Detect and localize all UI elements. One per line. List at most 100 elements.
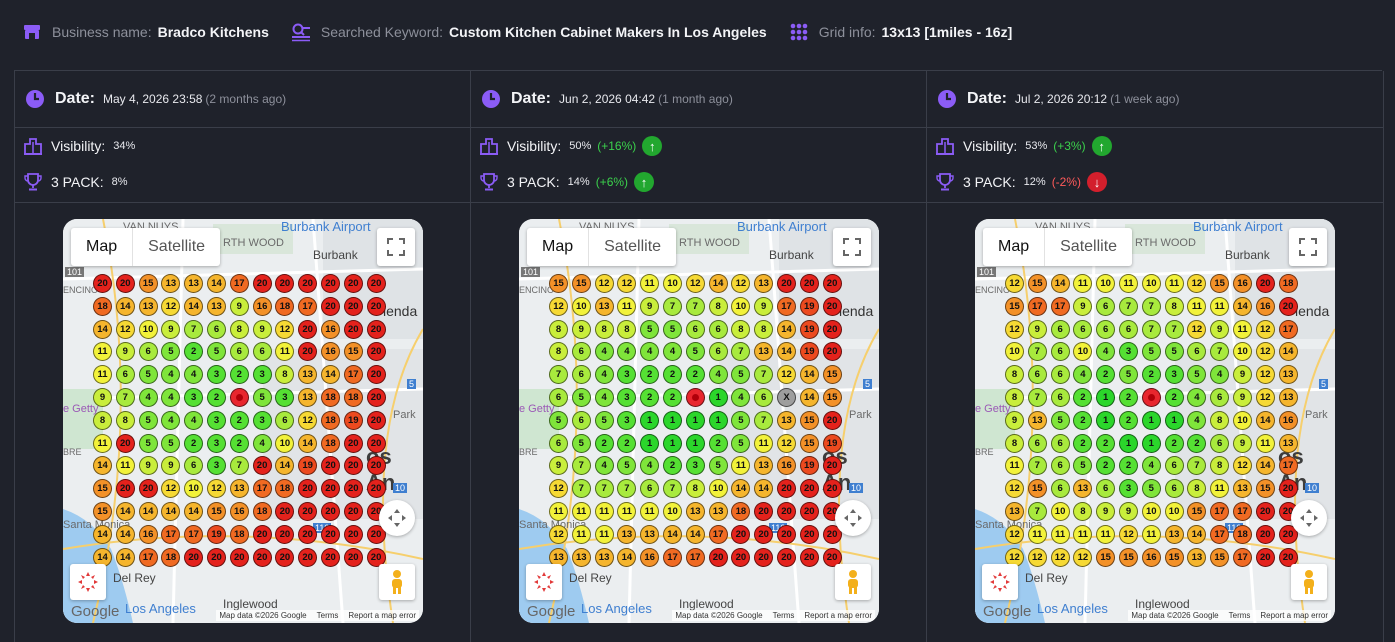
grid-rank-point[interactable]: 4: [617, 342, 637, 362]
grid-rank-point[interactable]: 17: [1278, 319, 1298, 339]
grid-rank-point[interactable]: 14: [138, 502, 158, 521]
grid-rank-point[interactable]: 17: [1278, 456, 1298, 476]
grid-rank-point[interactable]: 5: [1050, 410, 1070, 430]
grid-rank-point[interactable]: 7: [1119, 296, 1138, 316]
grid-rank-point[interactable]: 20: [777, 524, 796, 544]
grid-rank-point[interactable]: 14: [115, 296, 135, 316]
rank-grid-map[interactable]: VAN NUYS Burbank Airport Burbank RTH WOO…: [519, 219, 879, 623]
business-location-pin[interactable]: [229, 388, 249, 407]
grid-rank-point[interactable]: 7: [1141, 296, 1161, 316]
grid-rank-point[interactable]: 2: [685, 365, 705, 385]
grid-rank-point[interactable]: 12: [731, 274, 751, 293]
grid-rank-point[interactable]: 16: [1141, 547, 1161, 567]
grid-rank-point[interactable]: 12: [1187, 319, 1207, 339]
grid-rank-point[interactable]: 3: [685, 456, 705, 476]
grid-rank-point[interactable]: 1: [685, 433, 705, 453]
grid-rank-point[interactable]: 17: [663, 547, 682, 567]
grid-rank-point[interactable]: 20: [799, 547, 819, 567]
grid-rank-point[interactable]: 13: [594, 296, 614, 316]
grid-rank-point[interactable]: 17: [777, 296, 796, 316]
grid-rank-point[interactable]: 2: [663, 388, 682, 407]
grid-rank-point[interactable]: 20: [754, 502, 774, 521]
grid-rank-point[interactable]: 9: [1233, 388, 1252, 407]
grid-rank-point[interactable]: 10: [184, 479, 204, 499]
grid-rank-point[interactable]: 17: [229, 274, 249, 293]
grid-rank-point[interactable]: 10: [275, 433, 295, 453]
grid-rank-point[interactable]: 10: [571, 296, 591, 316]
grid-rank-point[interactable]: 16: [640, 547, 660, 567]
grid-rank-point[interactable]: 9: [161, 456, 181, 476]
grid-rank-point[interactable]: 13: [298, 365, 318, 385]
street-view-button[interactable]: [379, 564, 415, 600]
grid-rank-point[interactable]: 20: [298, 319, 318, 339]
grid-rank-point[interactable]: 6: [1119, 319, 1138, 339]
grid-rank-point[interactable]: 12: [1005, 524, 1024, 544]
grid-rank-point[interactable]: 4: [161, 410, 181, 430]
grid-rank-point[interactable]: 8: [754, 319, 774, 339]
grid-rank-point[interactable]: 20: [343, 524, 363, 544]
grid-rank-point[interactable]: 20: [1255, 274, 1275, 293]
recenter-button[interactable]: [70, 564, 106, 600]
grid-rank-point[interactable]: 13: [1164, 524, 1184, 544]
grid-rank-point[interactable]: 17: [1210, 502, 1230, 521]
grid-rank-point[interactable]: 1: [1141, 433, 1161, 453]
grid-rank-point[interactable]: 15: [93, 479, 112, 499]
grid-rank-point[interactable]: 14: [93, 524, 112, 544]
grid-rank-point[interactable]: 11: [93, 365, 112, 385]
grid-rank-point[interactable]: 11: [1187, 296, 1207, 316]
grid-rank-point[interactable]: 6: [754, 388, 774, 407]
grid-rank-point[interactable]: 12: [1255, 388, 1275, 407]
grid-rank-point[interactable]: 20: [343, 274, 363, 293]
grid-rank-point[interactable]: 10: [1141, 502, 1161, 521]
grid-rank-point[interactable]: 4: [663, 342, 682, 362]
grid-rank-point[interactable]: 10: [1233, 410, 1252, 430]
rank-grid-map[interactable]: VAN NUYS Burbank Airport Burbank RTH WOO…: [975, 219, 1335, 623]
grid-rank-point[interactable]: 16: [1278, 410, 1298, 430]
grid-rank-point[interactable]: 20: [115, 274, 135, 293]
grid-rank-point[interactable]: 6: [1096, 479, 1116, 499]
grid-rank-point[interactable]: 20: [822, 410, 842, 430]
grid-rank-point[interactable]: 4: [1210, 365, 1230, 385]
grid-rank-point[interactable]: 15: [1164, 547, 1184, 567]
grid-rank-point[interactable]: 13: [298, 388, 318, 407]
grid-rank-point[interactable]: 18: [229, 524, 249, 544]
grid-rank-point[interactable]: 13: [1005, 502, 1024, 521]
grid-rank-point[interactable]: 11: [1096, 524, 1116, 544]
grid-rank-point[interactable]: 12: [1255, 319, 1275, 339]
grid-rank-point[interactable]: 2: [1096, 365, 1116, 385]
satellite-tab[interactable]: Satellite: [604, 238, 662, 255]
grid-rank-point[interactable]: 20: [1278, 296, 1298, 316]
grid-rank-point[interactable]: 5: [731, 365, 751, 385]
grid-rank-point[interactable]: 15: [571, 274, 591, 293]
grid-rank-point[interactable]: 5: [663, 319, 682, 339]
grid-rank-point[interactable]: 20: [822, 456, 842, 476]
grid-rank-point[interactable]: 20: [321, 502, 340, 521]
grid-rank-point[interactable]: 17: [1233, 502, 1252, 521]
grid-rank-point[interactable]: 20: [366, 365, 386, 385]
grid-rank-point[interactable]: 20: [1278, 479, 1298, 499]
grid-rank-point[interactable]: 7: [184, 319, 204, 339]
grid-rank-point[interactable]: 6: [1096, 296, 1116, 316]
grid-rank-point[interactable]: 12: [1027, 547, 1047, 567]
grid-rank-point[interactable]: 19: [343, 410, 363, 430]
grid-rank-point[interactable]: 9: [1233, 433, 1252, 453]
grid-rank-point[interactable]: 6: [207, 319, 226, 339]
grid-rank-point[interactable]: 8: [549, 319, 568, 339]
fullscreen-button[interactable]: [1289, 228, 1327, 266]
grid-rank-point[interactable]: 14: [617, 547, 637, 567]
grid-rank-point[interactable]: 9: [1005, 410, 1024, 430]
grid-rank-point[interactable]: 9: [1119, 502, 1138, 521]
grid-rank-point[interactable]: 6: [1027, 433, 1047, 453]
grid-rank-point[interactable]: 4: [640, 456, 660, 476]
grid-rank-point[interactable]: 1: [663, 433, 682, 453]
grid-rank-point[interactable]: 18: [1278, 274, 1298, 293]
grid-rank-point[interactable]: 4: [184, 365, 204, 385]
grid-rank-point[interactable]: 5: [1073, 456, 1093, 476]
grid-rank-point[interactable]: 8: [1005, 388, 1024, 407]
grid-rank-point[interactable]: 5: [138, 410, 158, 430]
grid-rank-point[interactable]: 7: [1210, 342, 1230, 362]
grid-rank-point[interactable]: 2: [1073, 388, 1093, 407]
grid-rank-point[interactable]: 20: [822, 547, 842, 567]
grid-rank-point[interactable]: 20: [799, 502, 819, 521]
grid-rank-point[interactable]: 7: [663, 479, 682, 499]
